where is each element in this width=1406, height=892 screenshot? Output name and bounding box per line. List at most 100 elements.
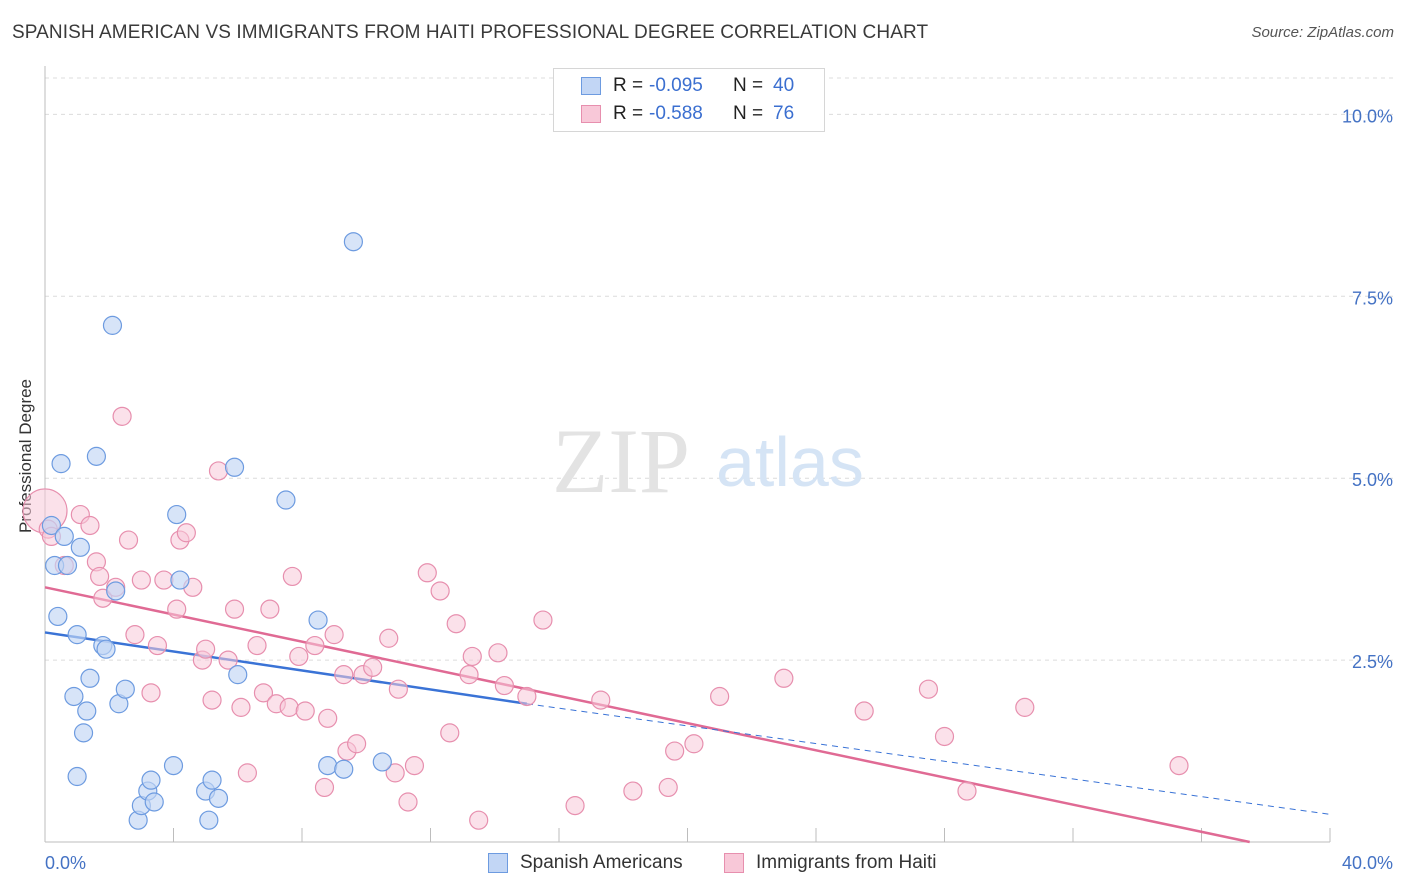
spanish-point <box>318 755 338 776</box>
chart-title: SPANISH AMERICAN VS IMMIGRANTS FROM HAIT… <box>12 22 929 43</box>
haiti-point <box>591 690 611 710</box>
spanish-point <box>67 625 87 645</box>
spanish-point <box>64 686 84 707</box>
watermark: ZIP atlas <box>552 410 864 512</box>
legend-n-label: N = <box>733 103 764 124</box>
spanish-point <box>170 570 190 590</box>
haiti-point <box>533 610 553 630</box>
haiti-point <box>305 635 325 656</box>
haiti-point <box>118 530 139 550</box>
haiti-point <box>154 570 174 590</box>
haiti-point <box>237 763 257 783</box>
spanish-point <box>41 515 62 536</box>
haiti-point <box>80 515 100 536</box>
haiti-point <box>125 625 145 645</box>
spanish-point <box>163 755 184 776</box>
legend-r-label: R = <box>613 103 644 124</box>
haiti-point <box>202 690 222 710</box>
haiti-point <box>90 566 110 587</box>
bottom-legend-haiti[interactable]: Immigrants from Haiti <box>724 852 937 874</box>
trend-lines <box>44 586 1331 844</box>
spanish-point <box>106 581 126 601</box>
haiti-point <box>282 566 302 587</box>
haiti-point <box>957 781 977 801</box>
spanish-point <box>334 759 354 779</box>
haiti-point <box>318 708 338 728</box>
haiti-point <box>131 570 151 590</box>
spanish-point <box>51 454 71 474</box>
spanish-point <box>141 770 161 790</box>
haiti-point <box>295 701 315 721</box>
haiti-point <box>440 723 460 743</box>
haiti-point <box>488 643 508 663</box>
haiti-point <box>658 777 678 798</box>
spanish-point <box>208 788 229 808</box>
haiti-point <box>623 781 643 801</box>
spanish-point <box>86 446 107 466</box>
haiti-trend-line <box>44 586 1250 844</box>
spanish-point <box>48 606 68 627</box>
haiti-point <box>469 810 489 830</box>
haiti-point <box>224 599 245 619</box>
spanish-point <box>167 504 187 525</box>
haiti-point <box>430 581 450 601</box>
source-label: Source: ZipAtlas.com <box>1251 24 1394 41</box>
spanish-point <box>224 457 245 477</box>
spanish-point <box>57 555 78 576</box>
spanish-point <box>308 610 328 630</box>
haiti-point <box>314 777 335 798</box>
axes <box>44 66 1331 843</box>
grid-lines <box>45 77 1395 661</box>
haiti-point <box>459 665 479 685</box>
haiti-point <box>141 683 161 703</box>
spanish-point <box>115 679 135 699</box>
legend-swatch-spanish <box>581 77 601 95</box>
data-points <box>22 232 1189 830</box>
y-tick-label: 5.0% <box>1352 470 1393 490</box>
haiti-point <box>279 697 299 717</box>
legend-r-value: -0.095 <box>649 75 703 96</box>
haiti-point <box>398 792 418 812</box>
x-tick-label-min: 0.0% <box>45 853 86 873</box>
spanish-point <box>102 315 123 335</box>
haiti-point <box>218 650 238 670</box>
haiti-point <box>289 646 309 667</box>
watermark-zip: ZIP <box>552 410 690 512</box>
haiti-point <box>208 461 229 481</box>
spanish-point <box>202 770 222 790</box>
haiti-point <box>196 639 216 659</box>
bottom-legend-label-haiti: Immigrants from Haiti <box>756 852 937 873</box>
haiti-point <box>404 755 425 776</box>
watermark-atlas: atlas <box>716 423 864 501</box>
haiti-point <box>112 406 132 426</box>
haiti-point <box>260 599 280 619</box>
haiti-point <box>176 523 196 543</box>
bottom-legend-label-spanish: Spanish Americans <box>520 852 683 873</box>
legend-r-label: R = <box>613 75 644 96</box>
haiti-point <box>385 763 405 783</box>
y-tick-label: 7.5% <box>1352 288 1393 308</box>
haiti-point <box>565 796 585 816</box>
legend-n-label: N = <box>733 75 764 96</box>
spanish-point <box>372 752 392 772</box>
spanish-point <box>343 232 363 252</box>
haiti-point <box>1169 755 1189 776</box>
bottom-legend: Spanish Americans Immigrants from Haiti <box>0 852 1406 878</box>
haiti-point <box>517 686 537 707</box>
spanish-point <box>73 723 94 743</box>
spanish-point <box>96 639 116 659</box>
spanish-point <box>80 668 100 688</box>
spanish-point <box>77 701 97 721</box>
legend-swatch-haiti <box>581 105 601 123</box>
haiti-point <box>710 686 730 707</box>
haiti-point <box>446 614 466 634</box>
bottom-legend-spanish[interactable]: Spanish Americans <box>488 852 683 874</box>
haiti-point <box>347 734 367 754</box>
haiti-point <box>684 734 704 754</box>
spanish-point <box>70 537 90 557</box>
spanish-trend-extension <box>526 703 1331 815</box>
haiti-point <box>462 646 482 667</box>
haiti-point <box>379 628 399 648</box>
haiti-point <box>388 679 408 699</box>
